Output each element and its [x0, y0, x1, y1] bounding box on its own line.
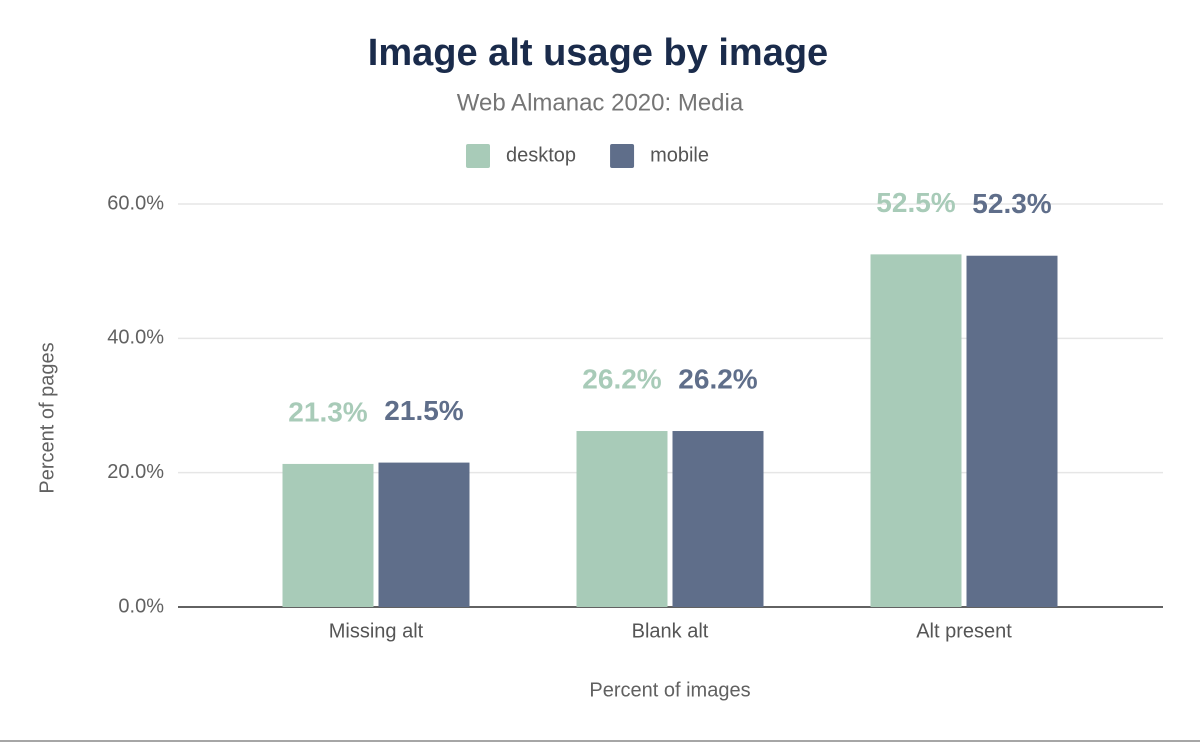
x-axis-label: Percent of images: [589, 679, 750, 701]
value-label: 21.3%: [288, 396, 367, 427]
value-label: 26.2%: [678, 363, 757, 394]
bar: [966, 255, 1058, 608]
bar: [282, 463, 374, 607]
chart-title: Image alt usage by image: [368, 32, 828, 74]
x-tick-label: Blank alt: [632, 620, 709, 642]
value-label: 52.5%: [876, 187, 955, 218]
legend-label: mobile: [650, 144, 709, 166]
chart-subtitle: Web Almanac 2020: Media: [457, 89, 744, 116]
y-axis-label: Percent of pages: [36, 342, 58, 493]
y-tick-label: 60.0%: [107, 192, 164, 214]
value-label: 52.3%: [972, 188, 1051, 219]
bar: [870, 254, 962, 607]
legend-swatch: [466, 144, 490, 168]
legend-swatch: [610, 144, 635, 168]
bar: [672, 431, 764, 607]
bar: [576, 431, 668, 607]
value-label: 26.2%: [582, 363, 661, 394]
x-tick-label: Alt present: [916, 620, 1012, 642]
y-tick-label: 40.0%: [107, 327, 164, 349]
x-tick-label: Missing alt: [329, 620, 424, 642]
y-tick-label: 0.0%: [118, 595, 164, 617]
legend-label: desktop: [506, 144, 576, 166]
value-label: 21.5%: [384, 395, 463, 426]
y-tick-label: 20.0%: [107, 461, 164, 483]
bar: [378, 462, 470, 607]
